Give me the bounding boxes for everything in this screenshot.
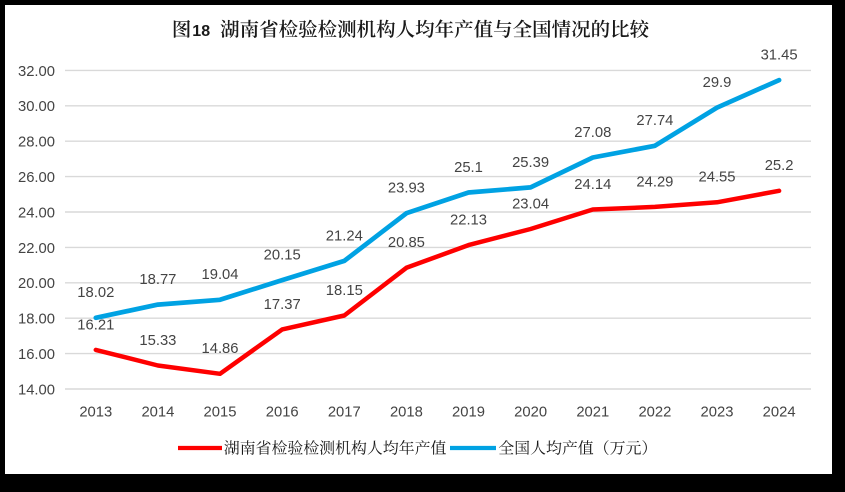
svg-text:24.14: 24.14 bbox=[574, 177, 611, 193]
svg-text:2017: 2017 bbox=[328, 405, 361, 421]
svg-text:24.00: 24.00 bbox=[18, 205, 55, 221]
svg-text:16.00: 16.00 bbox=[18, 347, 55, 363]
svg-text:29.9: 29.9 bbox=[703, 75, 732, 91]
svg-text:15.33: 15.33 bbox=[139, 333, 176, 349]
svg-text:23.04: 23.04 bbox=[512, 196, 549, 212]
svg-text:22.00: 22.00 bbox=[18, 241, 55, 257]
svg-text:22.13: 22.13 bbox=[450, 213, 487, 229]
svg-text:2015: 2015 bbox=[204, 405, 237, 421]
svg-text:2014: 2014 bbox=[141, 405, 174, 421]
svg-text:21.24: 21.24 bbox=[326, 228, 363, 244]
svg-text:2024: 2024 bbox=[763, 405, 796, 421]
svg-text:2023: 2023 bbox=[701, 405, 734, 421]
svg-text:31.45: 31.45 bbox=[761, 48, 798, 64]
svg-text:16.21: 16.21 bbox=[77, 317, 114, 333]
svg-text:32.00: 32.00 bbox=[18, 64, 55, 80]
svg-text:18.15: 18.15 bbox=[326, 283, 363, 299]
svg-text:17.37: 17.37 bbox=[264, 297, 301, 313]
svg-text:24.55: 24.55 bbox=[698, 170, 735, 186]
svg-text:19.04: 19.04 bbox=[201, 267, 238, 283]
svg-text:23.93: 23.93 bbox=[388, 181, 425, 197]
svg-text:30.00: 30.00 bbox=[18, 99, 55, 115]
svg-text:27.74: 27.74 bbox=[636, 113, 673, 129]
svg-text:20.15: 20.15 bbox=[264, 248, 301, 264]
svg-text:25.39: 25.39 bbox=[512, 155, 549, 171]
svg-text:18.00: 18.00 bbox=[18, 312, 55, 328]
svg-text:14.86: 14.86 bbox=[201, 341, 238, 357]
svg-text:20.85: 20.85 bbox=[388, 235, 425, 251]
svg-text:14.00: 14.00 bbox=[18, 382, 55, 398]
svg-text:20.00: 20.00 bbox=[18, 276, 55, 292]
svg-text:18.77: 18.77 bbox=[139, 272, 176, 288]
svg-text:26.00: 26.00 bbox=[18, 170, 55, 186]
svg-text:2018: 2018 bbox=[390, 405, 423, 421]
svg-text:25.1: 25.1 bbox=[454, 160, 483, 176]
svg-text:2016: 2016 bbox=[266, 405, 299, 421]
svg-text:25.2: 25.2 bbox=[765, 158, 794, 174]
svg-text:2021: 2021 bbox=[576, 405, 609, 421]
svg-text:2019: 2019 bbox=[452, 405, 485, 421]
svg-text:18.02: 18.02 bbox=[77, 285, 114, 301]
svg-text:27.08: 27.08 bbox=[574, 125, 611, 141]
svg-text:18: 18 bbox=[192, 23, 210, 40]
svg-text:2020: 2020 bbox=[514, 405, 547, 421]
svg-text:28.00: 28.00 bbox=[18, 135, 55, 151]
svg-text:24.29: 24.29 bbox=[636, 174, 673, 190]
svg-text:2022: 2022 bbox=[638, 405, 671, 421]
svg-text:2013: 2013 bbox=[79, 405, 112, 421]
